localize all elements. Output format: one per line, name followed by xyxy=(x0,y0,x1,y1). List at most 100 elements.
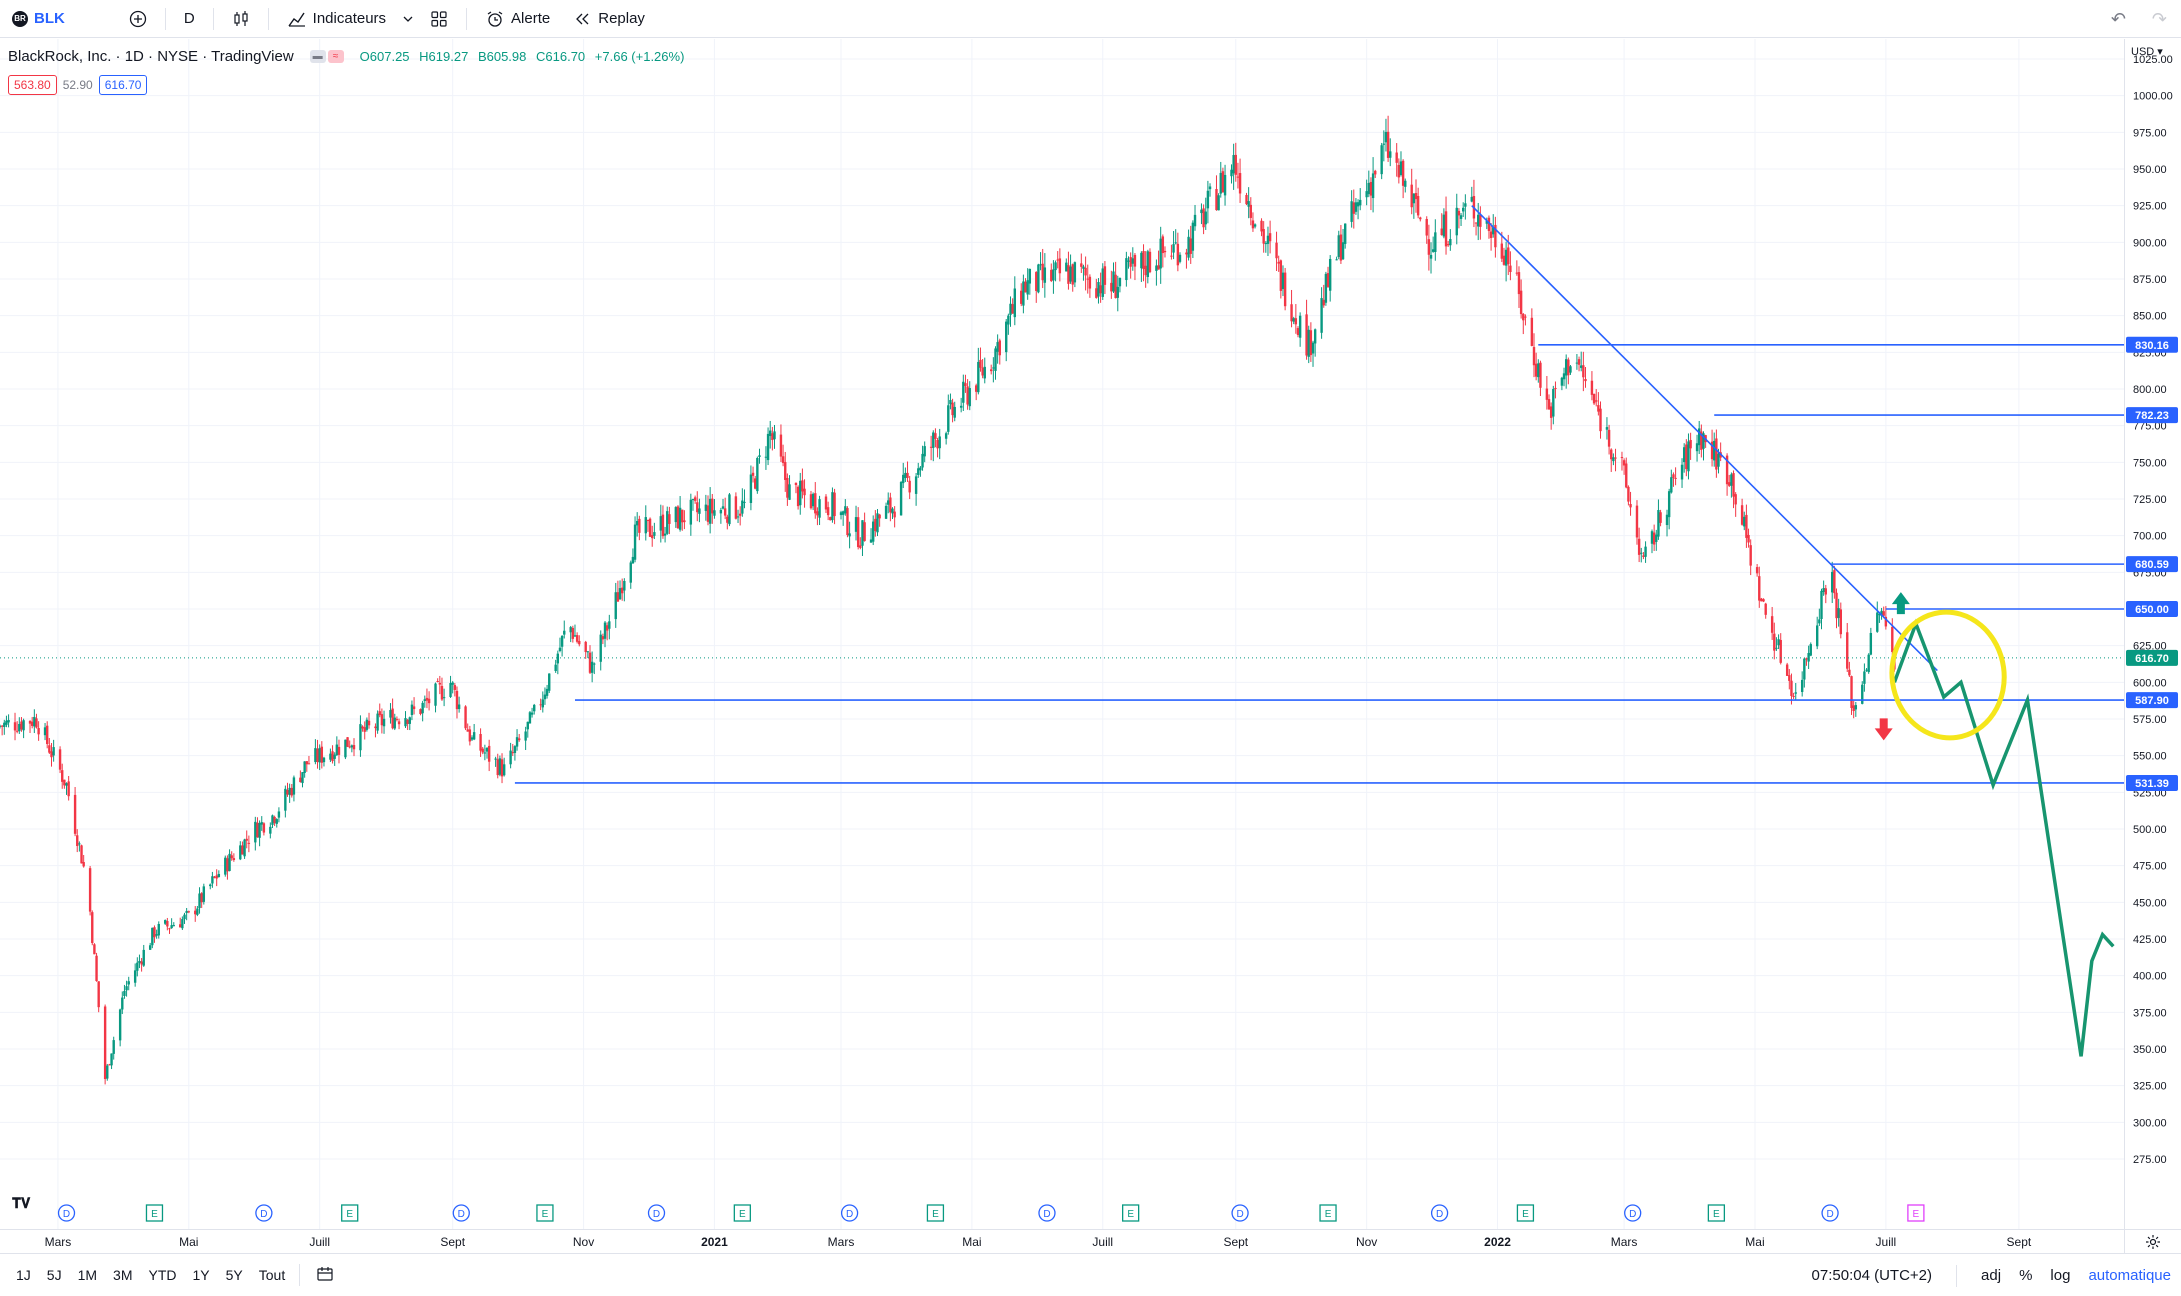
alert-button[interactable]: Alerte xyxy=(473,0,562,38)
interval-button[interactable]: D xyxy=(183,10,195,27)
compare-symbol-button[interactable] xyxy=(117,0,159,38)
price-axis-scale[interactable]: 1025.00 1000.00 975.00 950.00 925.00 900.00 87… xyxy=(2125,39,2181,1229)
range-1d-button[interactable]: 1J xyxy=(16,1267,31,1283)
time-label: Sept xyxy=(1223,1235,1248,1249)
dividend-marker[interactable] xyxy=(647,1204,666,1222)
range-5d-button[interactable]: 5J xyxy=(46,1267,62,1283)
range-3m-button[interactable]: 3M xyxy=(113,1267,133,1283)
dividend-marker[interactable] xyxy=(1430,1204,1449,1222)
range-1m-button[interactable]: 1M xyxy=(77,1267,98,1283)
range-ytd-button[interactable]: YTD xyxy=(148,1267,177,1283)
candle-body xyxy=(434,683,437,706)
candle-body xyxy=(1863,671,1866,684)
templates-button[interactable] xyxy=(418,0,460,38)
candle-body xyxy=(110,1053,113,1066)
adj-toggle[interactable]: adj xyxy=(1981,1267,2002,1284)
candle-body xyxy=(629,562,632,583)
candle-body xyxy=(1642,555,1645,557)
percent-toggle[interactable]: % xyxy=(2019,1267,2033,1284)
trendline[interactable] xyxy=(1471,205,1938,672)
go-to-date-button[interactable] xyxy=(306,1266,344,1285)
clock-time[interactable]: 07:50:04 (UTC+2) xyxy=(1811,1267,1933,1284)
redo-icon[interactable]: ↷ xyxy=(2151,8,2167,29)
drawings[interactable] xyxy=(0,205,2124,1057)
candle-body xyxy=(1384,131,1388,143)
candle-body xyxy=(1876,612,1879,632)
hide-icon[interactable]: ▬ xyxy=(309,50,326,63)
dividend-marker[interactable] xyxy=(1231,1204,1249,1222)
candle-body xyxy=(307,763,311,765)
candle-body xyxy=(410,704,414,716)
candle-body xyxy=(123,990,126,996)
candle-body xyxy=(1575,362,1579,364)
chart-settings-button[interactable] xyxy=(2124,1229,2181,1253)
earnings-marker[interactable] xyxy=(926,1204,945,1222)
dividend-marker[interactable] xyxy=(255,1204,273,1222)
dividend-marker[interactable] xyxy=(452,1204,470,1222)
indicators-dropdown-button[interactable] xyxy=(398,0,418,38)
bid-price[interactable]: 563.80 xyxy=(8,75,57,95)
candle-body xyxy=(1112,271,1115,292)
projection-path[interactable] xyxy=(1892,618,2115,1057)
earnings-marker[interactable] xyxy=(145,1204,164,1222)
earnings-marker[interactable] xyxy=(1516,1204,1535,1222)
candle-body xyxy=(726,516,729,523)
replay-button[interactable]: Replay xyxy=(562,0,657,38)
earnings-marker[interactable] xyxy=(733,1204,751,1222)
earnings-marker[interactable] xyxy=(536,1204,554,1222)
ask-price[interactable]: 616.70 xyxy=(98,75,148,95)
candle-body xyxy=(651,535,654,539)
candle-body xyxy=(983,366,986,379)
chart-type-button[interactable] xyxy=(220,0,262,38)
candle-body xyxy=(1352,202,1355,214)
chart-pane[interactable]: D E D E D E D E D E D E D E D E D E D E BlackRock, Inc. · 1… xyxy=(0,39,2124,1229)
indicators-button[interactable]: Indicateurs xyxy=(275,0,398,38)
candle-body xyxy=(1011,304,1014,314)
sell-arrow-icon[interactable] xyxy=(1874,718,1893,741)
candle-body xyxy=(436,681,439,683)
dividend-marker[interactable] xyxy=(1624,1204,1642,1222)
dividend-marker[interactable] xyxy=(57,1204,76,1222)
log-toggle[interactable]: log xyxy=(2050,1267,2071,1284)
range-5y-button[interactable]: 5Y xyxy=(225,1267,243,1283)
earnings-marker[interactable] xyxy=(1319,1204,1337,1222)
dividend-marker[interactable] xyxy=(1038,1204,1056,1222)
time-axis-scale[interactable]: Mars Mai Juill Sept Nov 2021 Mars Mai Juill Sept N… xyxy=(0,1230,2124,1254)
price-tick-label: 375.00 xyxy=(2133,1007,2167,1019)
candle-body xyxy=(1178,254,1182,262)
time-axis[interactable]: Mars Mai Juill Sept Nov 2021 Mars Mai Juill Sept N… xyxy=(0,1229,2124,1253)
symbol-search-button[interactable]: BR BLK xyxy=(0,0,77,38)
candle-body xyxy=(1434,232,1437,252)
dividend-marker[interactable] xyxy=(840,1204,859,1222)
source-icon[interactable]: ≈ xyxy=(327,50,344,63)
plus-circle-icon xyxy=(129,10,146,27)
tradingview-logo[interactable]: 𝐓𝐕 xyxy=(12,1195,38,1213)
price-axis[interactable]: 1025.00 1000.00 975.00 950.00 925.00 900.00 87… xyxy=(2124,39,2181,1229)
candle-body xyxy=(1614,457,1617,459)
earnings-marker[interactable] xyxy=(341,1204,359,1222)
candle-body xyxy=(653,532,656,536)
dividend-marker[interactable] xyxy=(1821,1204,1839,1222)
currency-selector[interactable]: USD ▾ xyxy=(2131,45,2163,58)
tv-logo-icon: 𝐓𝐕 xyxy=(12,1195,31,1211)
range-1y-button[interactable]: 1Y xyxy=(192,1267,210,1283)
earnings-marker[interactable] xyxy=(1122,1204,1140,1222)
candle-body xyxy=(947,405,950,432)
candle-body xyxy=(269,826,272,834)
candle-body xyxy=(1050,269,1053,281)
range-all-button[interactable]: Tout xyxy=(258,1267,286,1283)
earnings-marker[interactable] xyxy=(1907,1204,1925,1222)
buy-arrow-icon[interactable] xyxy=(1891,592,1910,615)
candle-body xyxy=(1816,625,1819,647)
candle-body xyxy=(127,981,130,985)
candle-body xyxy=(1545,388,1549,400)
legend-toggles[interactable]: ▬ ≈ xyxy=(309,50,344,63)
highlight-ellipse[interactable] xyxy=(1884,605,2012,745)
earnings-marker[interactable] xyxy=(1707,1204,1726,1222)
undo-icon[interactable]: ↶ xyxy=(2110,8,2126,29)
auto-scale-toggle[interactable]: automatique xyxy=(2088,1267,2171,1284)
candle-body xyxy=(721,506,725,509)
price-tick-label: 575.00 xyxy=(2133,714,2167,726)
